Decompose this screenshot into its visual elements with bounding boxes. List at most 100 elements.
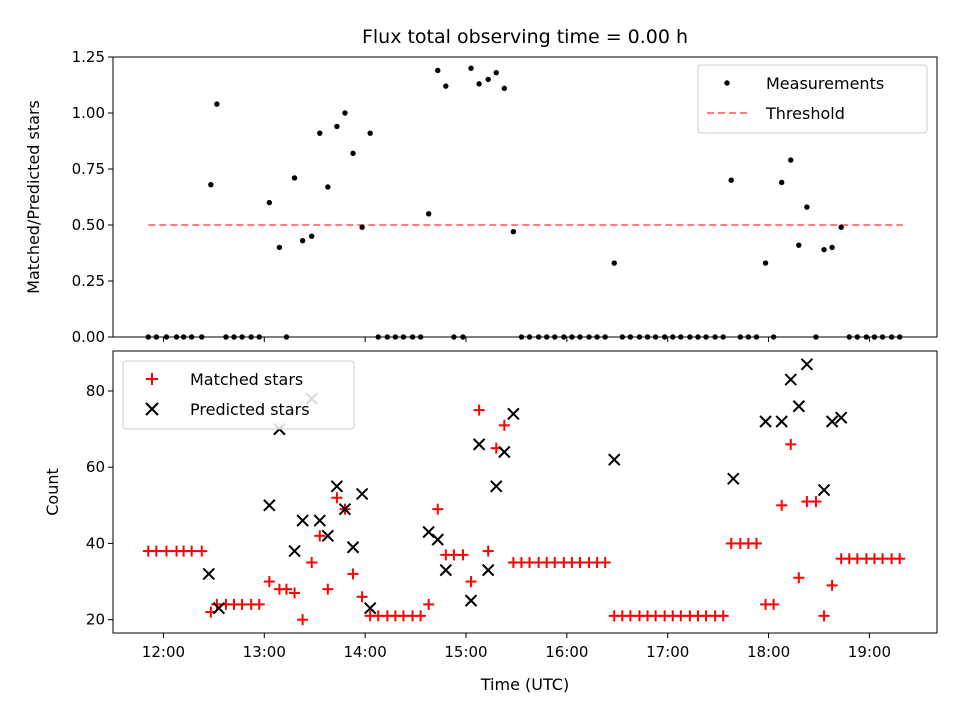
predicted-star-point [481,563,495,577]
matched-star-point [186,545,198,557]
x-tick-label: 12:00 [142,643,185,661]
measurement-point [468,65,474,71]
x-tick-label: 16:00 [545,643,588,661]
measurement-point [838,224,844,230]
measurement-point [611,260,617,266]
predicted-star-point [212,602,226,615]
matched-star-point [322,583,334,595]
predicted-star-point [817,483,831,497]
measurement-point [350,150,356,157]
predicted-star-point [422,525,435,539]
predicted-star-point [338,502,352,516]
x-tick-label: 18:00 [747,643,790,661]
predicted-star-point [792,400,806,413]
matched-star-point [432,503,444,515]
matched-star-point [473,404,485,416]
top-x-axis [162,337,870,342]
measurement-point [804,204,810,210]
measurement-point [208,181,214,188]
predicted-star-point [498,445,511,459]
measurement-point [325,184,331,190]
predicted-star-point [800,358,814,371]
bottom-y-axis: 20 40 60 80 [86,382,113,629]
top-y-axis: 0.00 0.25 0.50 0.75 1.00 1.25 [72,48,113,346]
matched-star-point [498,419,510,431]
predicted-star-point [464,594,478,607]
top-y-tick-label: 1.25 [72,48,105,66]
bottom-x-axis: 12:00 13:00 14:00 15:00 16:00 17:00 18:00 19:00 [142,633,891,661]
measurement-point [359,224,365,230]
predicted-star-point [202,567,216,581]
predicted-star-point [263,499,276,512]
measurement-point [266,199,273,206]
measurement-point [443,83,449,89]
matched-star-point [253,598,265,610]
legend-label-predicted-stars: Predicted stars [190,400,310,419]
matched-star-point [160,545,172,557]
matched-star-point [356,591,368,603]
matched-star-point [465,576,477,588]
x-tick-label: 13:00 [243,643,286,661]
bottom-legend: Matched stars Predicted stars [122,360,355,430]
legend-label-threshold: Threshold [765,104,845,123]
matched-star-point [415,610,427,622]
predicted-star-point [472,438,486,451]
top-y-axis-label: Matched/Predicted stars [24,100,43,294]
matched-star-point [599,557,611,568]
x-tick-label: 19:00 [848,643,891,661]
predicted-star-point [288,544,301,558]
predicted-star-point [507,407,520,421]
measurement-point [829,244,835,251]
predicted-star-point [825,415,839,428]
predicted-star-point [784,373,797,386]
measurement-point [778,179,785,186]
predicted-star-point [330,480,344,493]
top-legend-box [697,64,928,134]
measurement-point [821,246,827,253]
matched-star-point [457,549,469,561]
measurement-point [796,242,802,248]
matched-star-point [793,572,805,584]
measurement-point [493,69,499,76]
legend-marker-matched-stars [146,373,158,385]
matched-star-point [768,598,780,610]
matched-star-point [196,545,208,557]
matched-star-point [150,545,162,557]
bottom-legend-box [122,360,355,430]
matched-star-point [826,579,838,591]
matched-star-point [717,610,729,622]
predicted-star-point [775,415,788,428]
top-axes-frame [112,56,938,338]
predicted-star-point [431,533,444,546]
matched-star-point [280,583,292,595]
x-tick-label: 17:00 [646,643,689,661]
matched-star-point [297,614,309,626]
bottom-y-tick-label: 80 [86,382,105,400]
predicted-star-point [321,529,335,543]
measurement-point [342,110,348,116]
bottom-y-tick-label: 20 [86,611,105,629]
predicted-star-point [608,453,621,466]
matched-star-point [289,587,301,599]
predicted-star-point [759,415,772,428]
bottom-y-tick-label: 60 [86,458,105,476]
measurement-point [291,175,298,181]
measurement-point [476,81,482,87]
predicted-star-point [346,541,360,554]
measurement-point [367,130,373,136]
measurement-point [276,244,283,251]
top-y-tick-label: 0.75 [72,160,105,178]
predicted-star-point [834,411,848,424]
measurement-point [334,123,340,130]
measurement-point [435,67,441,74]
x-axis-label: Time (UTC) [480,675,569,694]
top-y-tick-label: 0.50 [72,216,105,234]
matched-star-point [776,499,788,511]
x-tick-label: 14:00 [344,643,387,661]
matched-star-point [423,598,435,610]
legend-label-measurements: Measurements [766,74,884,93]
top-panel: Flux total observing time = 0.00 h 0.000… [24,26,938,346]
top-y-tick-label: 1.00 [72,104,105,122]
